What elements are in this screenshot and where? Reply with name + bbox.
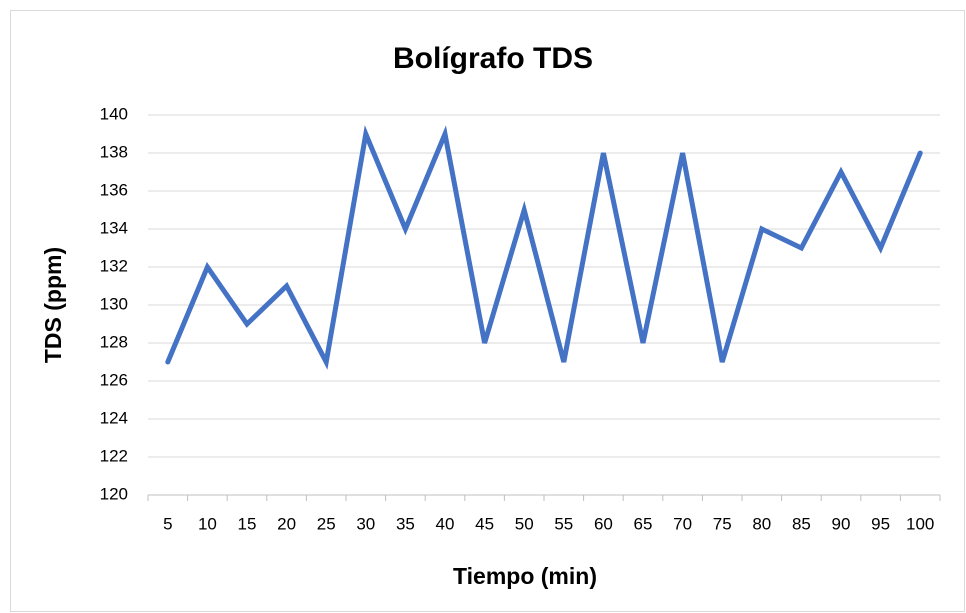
x-tick-label: 80: [752, 514, 771, 533]
y-axis-title: TDS (ppm): [40, 247, 66, 363]
x-tick-label: 45: [475, 514, 494, 533]
x-tick-label: 90: [832, 514, 851, 533]
y-tick-label: 126: [100, 370, 128, 389]
x-tick-label: 5: [163, 514, 172, 533]
chart-frame: [10, 10, 965, 612]
y-tick-label: 130: [100, 294, 128, 313]
y-tick-label: 124: [100, 408, 128, 427]
y-tick-label: 122: [100, 446, 128, 465]
x-tick-label: 55: [554, 514, 573, 533]
y-tick-label: 136: [100, 180, 128, 199]
x-tick-label: 40: [436, 514, 455, 533]
x-tick-label: 60: [594, 514, 613, 533]
x-tick-label: 50: [515, 514, 534, 533]
y-tick-label: 140: [100, 104, 128, 123]
x-tick-label: 70: [673, 514, 692, 533]
x-tick-label: 65: [634, 514, 653, 533]
y-tick-label: 134: [100, 218, 128, 237]
x-tick-label: 15: [238, 514, 257, 533]
x-tick-label: 100: [906, 514, 934, 533]
x-tick-label: 75: [713, 514, 732, 533]
x-axis-title: Tiempo (min): [453, 563, 597, 589]
y-tick-label: 138: [100, 142, 128, 161]
x-tick-label: 25: [317, 514, 336, 533]
y-tick-label: 128: [100, 332, 128, 351]
chart-title: Bolígrafo TDS: [393, 42, 593, 75]
x-tick-label: 85: [792, 514, 811, 533]
x-tick-label: 35: [396, 514, 415, 533]
x-tick-label: 30: [356, 514, 375, 533]
y-tick-label: 120: [100, 484, 128, 503]
y-tick-label: 132: [100, 256, 128, 275]
x-tick-label: 10: [198, 514, 217, 533]
x-tick-label: 95: [871, 514, 890, 533]
x-tick-label: 20: [277, 514, 296, 533]
data-line: [165, 125, 923, 370]
